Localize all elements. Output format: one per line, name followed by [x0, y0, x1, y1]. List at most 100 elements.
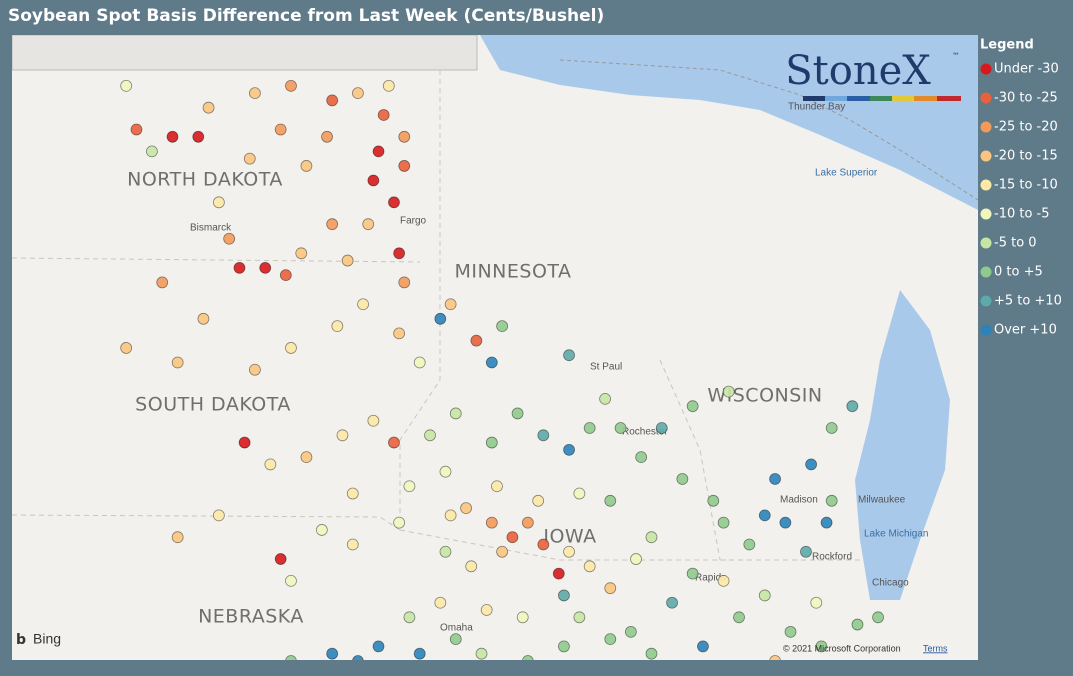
location-point	[156, 276, 169, 289]
location-point	[599, 392, 612, 405]
legend: Under -30 -30 to -25 -25 to -20 -20 to -15 -…	[980, 62, 1062, 338]
legend-swatch	[980, 266, 992, 278]
location-point	[563, 443, 575, 456]
state-label: IOWA	[543, 526, 596, 548]
location-point	[506, 531, 519, 544]
location-point	[449, 633, 462, 646]
location-point	[357, 298, 369, 311]
location-point	[583, 560, 596, 573]
border	[559, 59, 978, 201]
city-label: Fargo	[400, 216, 427, 227]
location-point	[795, 663, 806, 674]
location-point	[537, 538, 550, 551]
location-point	[604, 582, 617, 595]
location-point	[496, 545, 509, 558]
location-point	[372, 145, 385, 158]
city-label: Rapids	[695, 573, 726, 584]
location-point	[233, 261, 246, 274]
legend-label: -30 to -25	[994, 91, 1058, 106]
location-point	[326, 647, 339, 660]
location-point	[285, 342, 297, 354]
location-point	[326, 218, 339, 231]
city-label: Omaha	[440, 623, 473, 634]
location-point	[238, 436, 251, 449]
location-point	[223, 232, 236, 245]
title: Soybean Spot Basis Difference from Last …	[8, 6, 604, 26]
location-point	[697, 640, 709, 653]
location-point	[666, 596, 678, 609]
legend-label: -15 to -10	[994, 178, 1058, 193]
location-point	[496, 320, 509, 332]
location-point	[511, 407, 524, 420]
water-label: Lake Michigan	[864, 529, 928, 540]
location-point	[465, 560, 478, 573]
attribution-provider: Bing	[33, 631, 61, 647]
location-point	[285, 655, 297, 660]
location-point	[346, 487, 359, 500]
location-point	[480, 604, 493, 616]
state-label: NEBRASKA	[198, 606, 304, 628]
location-point	[212, 196, 225, 209]
location-point	[192, 130, 205, 143]
location-point	[449, 407, 462, 420]
lake-superior	[480, 35, 978, 210]
location-point	[537, 429, 550, 442]
location-point	[367, 414, 380, 427]
location-point	[460, 502, 472, 514]
logo: StoneX	[785, 48, 931, 94]
location-point	[661, 663, 672, 674]
location-point	[485, 356, 498, 369]
location-point	[872, 611, 884, 624]
location-point	[300, 160, 313, 172]
bing-icon: b	[16, 632, 26, 648]
location-point	[779, 516, 792, 529]
legend-label: -10 to -5	[994, 207, 1050, 222]
legend-swatch	[980, 295, 992, 307]
location-point	[413, 356, 426, 369]
location-point	[686, 567, 699, 580]
city-label: Thunder Bay	[788, 102, 845, 113]
location-point	[393, 327, 406, 340]
location-point	[485, 516, 498, 529]
location-point	[239, 670, 250, 676]
state-label: WISCONSIN	[707, 385, 822, 407]
location-point	[583, 422, 596, 434]
city-label: Milwaukee	[858, 495, 906, 506]
location-point	[249, 87, 261, 100]
location-point	[805, 458, 818, 471]
location-point	[784, 625, 797, 638]
location-point	[171, 531, 184, 544]
location-point	[635, 451, 648, 464]
attribution-terms[interactable]: Terms	[923, 643, 948, 653]
location-point	[403, 611, 416, 624]
legend-label: -25 to -20	[994, 120, 1058, 135]
location-point	[377, 109, 390, 121]
location-point	[769, 473, 781, 485]
legend-swatch	[980, 324, 992, 336]
attribution-copyright: © 2021 Microsoft Corporation	[783, 643, 901, 653]
state-label: MINNESOTA	[454, 261, 571, 283]
location-point	[439, 465, 452, 478]
location-point	[717, 574, 730, 587]
location-point	[475, 647, 488, 660]
city-label: Chicago	[872, 578, 909, 589]
location-point	[243, 152, 256, 165]
legend-swatch	[980, 150, 992, 162]
location-point	[573, 611, 586, 624]
location-point	[733, 611, 745, 624]
location-point	[624, 625, 637, 638]
location-point	[372, 640, 385, 653]
location-point	[403, 480, 416, 493]
location-point	[434, 596, 447, 609]
location-point	[434, 312, 447, 325]
location-point	[326, 94, 339, 107]
city-label: Bismarck	[190, 223, 232, 234]
location-point	[279, 269, 292, 282]
location-point	[758, 509, 771, 522]
location-point	[810, 596, 823, 609]
location-point	[346, 538, 359, 551]
location-point	[321, 130, 333, 143]
location-point	[846, 400, 859, 413]
location-point	[743, 538, 756, 551]
